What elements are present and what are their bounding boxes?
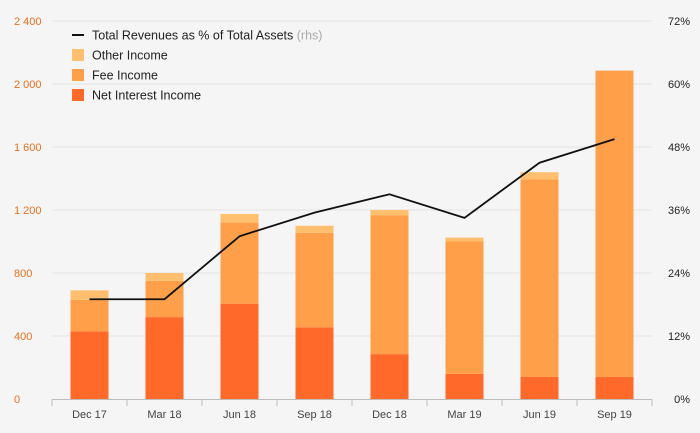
bar-net-interest-income [70, 331, 109, 399]
y-tick-label-right: 72% [668, 16, 690, 28]
bar-fee-income [595, 70, 634, 377]
legend: Total Revenues as % of Total Assets (rhs… [72, 29, 322, 103]
x-tick-label: Dec 18 [372, 409, 407, 421]
bar-net-interest-income [145, 317, 184, 399]
legend-swatch [72, 89, 84, 101]
legend-swatch [72, 49, 84, 61]
y-tick-label-right: 60% [668, 79, 690, 91]
y-tick-label-left: 800 [14, 268, 32, 280]
legend-label-rhs: (rhs) [297, 29, 323, 43]
y-tick-label-left: 2 400 [14, 16, 42, 28]
axes: 0 0% 400 12% 800 24% 1 200 36% 1 600 48% 2 000 60% 2… [14, 16, 690, 421]
x-tick-label: Dec 17 [72, 409, 107, 421]
y-tick-label-left: 0 [14, 394, 20, 406]
y-tick-label-left: 400 [14, 331, 32, 343]
y-tick-label-left: 1 600 [14, 142, 42, 154]
bar-fee-income [220, 222, 259, 304]
y-tick-label-right: 0% [674, 394, 690, 406]
legend-swatch [72, 69, 84, 81]
y-tick-label-left: 2 000 [14, 79, 42, 91]
bar-net-interest-income [520, 376, 559, 399]
bar-net-interest-income [220, 303, 259, 399]
bar-fee-income [445, 241, 484, 374]
bar-other-income [70, 290, 109, 300]
bar-other-income [295, 225, 334, 233]
line-series [89, 138, 615, 301]
bar-fee-income [370, 215, 409, 355]
total-revenues-line [89, 138, 615, 301]
x-tick-label: Sep 18 [297, 409, 332, 421]
bar-net-interest-income [370, 354, 409, 399]
bar-other-income [370, 210, 409, 216]
x-tick-label: Mar 18 [147, 409, 181, 421]
bar-fee-income [520, 179, 559, 377]
bar-other-income [220, 213, 259, 223]
y-tick-label-right: 12% [668, 331, 690, 343]
x-tick-label: Jun 19 [523, 409, 556, 421]
y-tick-label-right: 24% [668, 268, 690, 280]
legend-label: Fee Income [92, 69, 158, 83]
bar-net-interest-income [445, 373, 484, 399]
y-tick-label-right: 48% [668, 142, 690, 154]
bar-net-interest-income [295, 327, 334, 399]
legend-label: Net Interest Income [92, 89, 201, 103]
bar-other-income [520, 172, 559, 180]
bar-other-income [445, 237, 484, 242]
legend-label-total-revenues: Total Revenues as % of Total Assets (rhs… [92, 29, 322, 43]
bar-fee-income [295, 232, 334, 328]
legend-label: Other Income [92, 49, 168, 63]
bar-other-income [145, 273, 184, 281]
x-tick-label: Sep 19 [597, 409, 632, 421]
x-tick-label: Jun 18 [223, 409, 256, 421]
y-tick-label-right: 36% [668, 205, 690, 217]
y-tick-label-left: 1 200 [14, 205, 42, 217]
bars [70, 70, 634, 399]
x-tick-label: Mar 19 [447, 409, 481, 421]
bar-net-interest-income [595, 376, 634, 399]
bar-fee-income [70, 299, 109, 332]
